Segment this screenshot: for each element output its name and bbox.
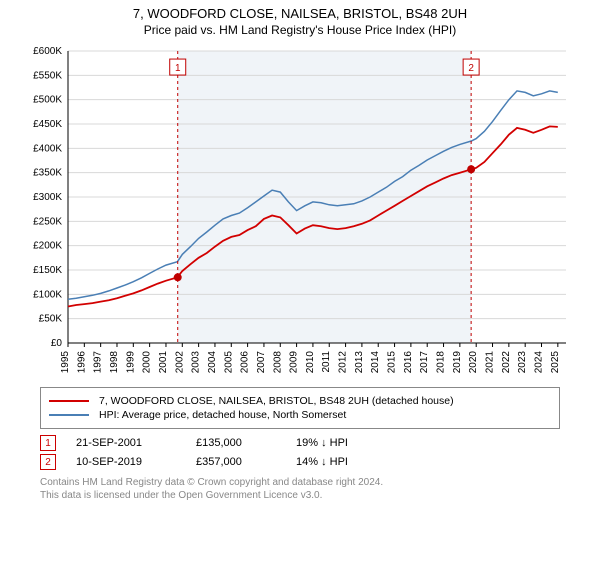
svg-text:2006: 2006 (240, 351, 251, 374)
legend-swatch (49, 400, 89, 402)
footnote-line: Contains HM Land Registry data © Crown c… (40, 477, 383, 488)
sale-date: 10-SEP-2019 (76, 456, 196, 468)
svg-text:2005: 2005 (223, 351, 234, 374)
svg-text:£550K: £550K (33, 70, 62, 81)
svg-text:1: 1 (175, 63, 181, 74)
svg-text:2010: 2010 (305, 351, 316, 374)
footnote: Contains HM Land Registry data © Crown c… (40, 476, 560, 502)
svg-text:£50K: £50K (39, 314, 63, 325)
chart-title-subtitle: Price paid vs. HM Land Registry's House … (0, 23, 600, 37)
footnote-line: This data is licensed under the Open Gov… (40, 490, 322, 501)
legend-swatch (49, 414, 89, 416)
legend-label: HPI: Average price, detached house, Nort… (99, 409, 346, 421)
sale-price: £135,000 (196, 437, 296, 449)
svg-text:2020: 2020 (468, 351, 479, 374)
svg-text:2022: 2022 (501, 351, 512, 374)
svg-text:2013: 2013 (354, 351, 365, 374)
svg-text:2012: 2012 (338, 351, 349, 374)
svg-text:2015: 2015 (387, 351, 398, 374)
legend: 7, WOODFORD CLOSE, NAILSEA, BRISTOL, BS4… (40, 387, 560, 429)
svg-text:2: 2 (468, 63, 474, 74)
svg-text:£350K: £350K (33, 168, 62, 179)
sale-delta: 19% ↓ HPI (296, 437, 348, 449)
sales-table: 1 21-SEP-2001 £135,000 19% ↓ HPI 2 10-SE… (40, 435, 560, 470)
svg-text:2018: 2018 (436, 351, 447, 374)
svg-text:£200K: £200K (33, 241, 62, 252)
legend-label: 7, WOODFORD CLOSE, NAILSEA, BRISTOL, BS4… (99, 395, 454, 407)
sale-price: £357,000 (196, 456, 296, 468)
table-row: 1 21-SEP-2001 £135,000 19% ↓ HPI (40, 435, 560, 451)
svg-text:1997: 1997 (93, 351, 104, 374)
sale-marker-badge: 2 (40, 454, 56, 470)
svg-text:2007: 2007 (256, 351, 267, 374)
svg-text:2024: 2024 (534, 351, 545, 374)
svg-text:2011: 2011 (321, 351, 332, 373)
svg-text:2021: 2021 (485, 351, 496, 374)
svg-text:£150K: £150K (33, 265, 62, 276)
svg-text:£100K: £100K (33, 289, 62, 300)
svg-text:2023: 2023 (517, 351, 528, 374)
svg-text:2001: 2001 (158, 351, 169, 374)
svg-text:2002: 2002 (174, 351, 185, 374)
svg-text:£450K: £450K (33, 119, 62, 130)
svg-text:2004: 2004 (207, 351, 218, 374)
svg-text:1995: 1995 (60, 351, 71, 374)
svg-text:2014: 2014 (370, 351, 381, 374)
svg-text:1998: 1998 (109, 351, 120, 374)
legend-item: HPI: Average price, detached house, Nort… (49, 409, 551, 421)
svg-text:£500K: £500K (33, 95, 62, 106)
svg-text:£250K: £250K (33, 216, 62, 227)
svg-text:£400K: £400K (33, 143, 62, 154)
svg-text:1999: 1999 (125, 351, 136, 374)
sale-delta: 14% ↓ HPI (296, 456, 348, 468)
svg-text:£0: £0 (51, 338, 63, 349)
svg-text:2025: 2025 (550, 351, 561, 374)
svg-text:2016: 2016 (403, 351, 414, 374)
sale-date: 21-SEP-2001 (76, 437, 196, 449)
svg-text:2019: 2019 (452, 351, 463, 374)
svg-text:2008: 2008 (272, 351, 283, 374)
price-chart: £0 £50K £100K £150K £200K £250K £300K £350K £400… (20, 41, 580, 381)
svg-text:£300K: £300K (33, 192, 62, 203)
svg-text:2017: 2017 (419, 351, 430, 374)
svg-text:2009: 2009 (289, 351, 300, 374)
svg-text:1996: 1996 (76, 351, 87, 374)
svg-text:2003: 2003 (191, 351, 202, 374)
chart-title-address: 7, WOODFORD CLOSE, NAILSEA, BRISTOL, BS4… (0, 6, 600, 21)
svg-text:£600K: £600K (33, 46, 62, 57)
legend-item: 7, WOODFORD CLOSE, NAILSEA, BRISTOL, BS4… (49, 395, 551, 407)
sale-marker-badge: 1 (40, 435, 56, 451)
svg-text:2000: 2000 (142, 351, 153, 374)
table-row: 2 10-SEP-2019 £357,000 14% ↓ HPI (40, 454, 560, 470)
